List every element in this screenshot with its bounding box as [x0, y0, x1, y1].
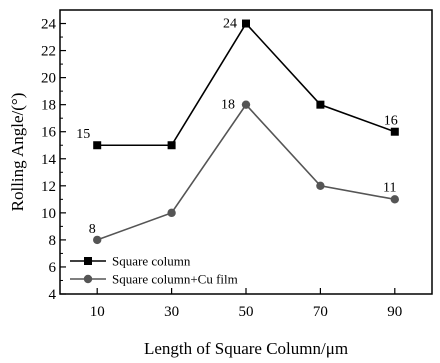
legend-label: Square column+Cu film	[112, 272, 238, 287]
x-tick-label: 30	[164, 304, 179, 320]
data-label: 11	[383, 180, 396, 195]
square-marker	[167, 141, 176, 150]
circle-marker	[241, 100, 251, 109]
y-tick-label: 22	[41, 44, 56, 60]
x-tick-label: 70	[313, 304, 328, 320]
data-label: 8	[89, 222, 96, 237]
y-tick-label: 8	[49, 233, 57, 249]
legend: Square column Square column+Cu film	[70, 254, 238, 287]
square-marker	[316, 100, 325, 109]
legend-square-marker	[84, 257, 92, 265]
y-axis-title: Rolling Angle/(°)	[8, 93, 27, 212]
data-label: 16	[384, 114, 398, 129]
circle-marker	[93, 235, 102, 245]
y-tick-label: 24	[41, 17, 57, 33]
x-axis-title: Length of Square Column/μm	[144, 339, 348, 358]
x-tick-label: 50	[239, 304, 254, 320]
square-marker	[93, 141, 102, 150]
x-tick-label: 10	[90, 304, 105, 320]
x-axis-ticks: 10 30 50 70 90	[90, 288, 402, 320]
legend-circle-marker	[83, 274, 93, 284]
circle-marker	[390, 195, 399, 204]
circle-marker	[167, 208, 176, 218]
series-line	[96, 103, 395, 241]
data-label: 18	[221, 98, 235, 113]
series-line	[97, 22, 396, 147]
y-axis-ticks: 4 6 8 10 12 14 16 18 20 22 24	[41, 17, 66, 303]
plot-frame	[59, 9, 433, 295]
series-layer: 15 24 16 8 18 11	[76, 17, 399, 245]
legend-label: Square column	[112, 254, 191, 269]
data-label: 24	[223, 17, 237, 32]
y-tick-label: 18	[41, 98, 56, 114]
x-tick-label: 90	[387, 304, 402, 320]
y-tick-label: 12	[41, 179, 56, 195]
y-tick-label: 6	[49, 260, 57, 276]
y-tick-label: 10	[41, 206, 56, 222]
circle-marker	[316, 181, 325, 191]
y-tick-label: 20	[41, 71, 56, 87]
y-tick-label: 14	[41, 152, 57, 168]
square-marker	[242, 19, 250, 28]
data-label: 15	[76, 127, 90, 142]
y-tick-label: 4	[49, 287, 57, 303]
y-tick-label: 16	[41, 125, 57, 141]
square-marker	[390, 127, 399, 136]
